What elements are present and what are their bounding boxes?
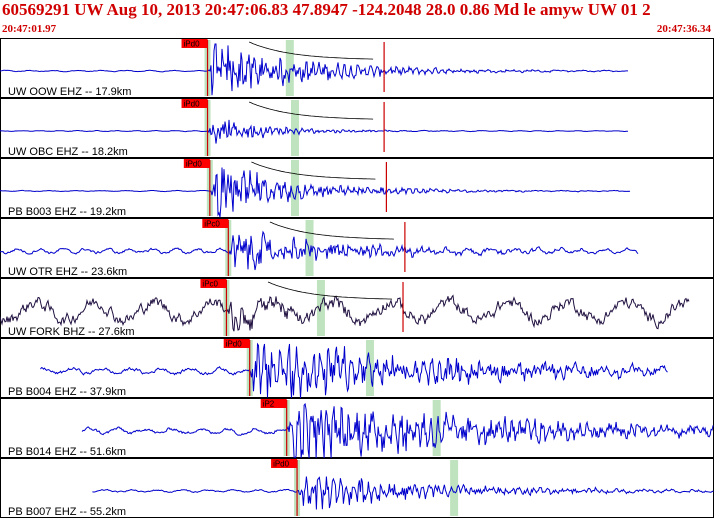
event-title: 60569291 UW Aug 10, 2013 20:47:06.83 47.… [2, 0, 651, 19]
pick-label: iPd0 [184, 40, 201, 49]
coda-curve [269, 221, 394, 240]
pick-box [181, 99, 208, 108]
waveform [0, 230, 639, 271]
pick-label: iPd0 [184, 100, 201, 109]
trace-label: UW FORK BHZ -- 27.6km [8, 326, 135, 338]
trace-panel-6: iPd0 PB B004 EHZ -- 37.9km [0, 338, 714, 399]
trace-label: UW OTR EHZ -- 23.6km [8, 266, 127, 278]
pick-label: iP2 [263, 400, 275, 409]
pick-box [271, 459, 298, 468]
pick-label: iPd0 [186, 160, 203, 169]
pick-box [183, 159, 210, 168]
trace-panel-7: iP2 PB B014 EHZ -- 51.6km [0, 398, 714, 459]
pick-box [181, 39, 208, 48]
pick-label: iPc0 [202, 280, 218, 289]
coda-window [305, 220, 314, 276]
coda-curve [267, 281, 393, 300]
coda-curve [248, 101, 374, 120]
trace-panel-4: iPc0 UW OTR EHZ -- 23.6km [0, 218, 714, 278]
pick-box [202, 219, 229, 228]
coda-window [290, 100, 299, 156]
trace-panel-8: iPd0 PB B007 EHZ -- 55.2km [0, 458, 714, 518]
coda-curve [248, 41, 374, 60]
waveform [0, 294, 690, 332]
waveform [0, 167, 631, 218]
end-time: 20:47:36.34 [656, 23, 711, 35]
coda-curve [251, 161, 376, 180]
waveform [0, 119, 628, 144]
trace-panel-1: iPd0 UW OOW EHZ -- 17.9km [0, 38, 714, 98]
trace-panel-2: iPd0 UW OBC EHZ -- 18.2km [0, 98, 714, 158]
coda-window [450, 460, 459, 516]
pick-label: iPc0 [204, 220, 220, 229]
waveform [81, 402, 714, 459]
trace-label: UW OOW EHZ -- 17.9km [8, 86, 131, 98]
trace-label: PB B014 EHZ -- 51.6km [8, 446, 126, 458]
trace-label: UW OBC EHZ -- 18.2km [8, 146, 128, 158]
trace-label: PB B007 EHZ -- 55.2km [8, 506, 126, 518]
pick-label: iPd0 [273, 460, 290, 469]
coda-window [285, 40, 294, 96]
start-time: 20:47:01.97 [2, 23, 57, 35]
waveform [0, 43, 628, 96]
trace-label: PB B004 EHZ -- 37.9km [8, 386, 126, 398]
coda-window [290, 160, 299, 216]
trace-label: PB B003 EHZ -- 19.2km [8, 206, 126, 218]
trace-panel-5: iPc0 UW FORK BHZ -- 27.6km [0, 278, 714, 338]
pick-box [223, 339, 250, 348]
pick-box [200, 279, 227, 288]
pick-box [260, 399, 287, 408]
pick-label: iPd0 [226, 340, 243, 349]
waveform [40, 342, 668, 399]
waveform [92, 476, 714, 510]
trace-panel-3: iPd0 PB B003 EHZ -- 19.2km [0, 158, 714, 218]
coda-window [365, 340, 374, 396]
